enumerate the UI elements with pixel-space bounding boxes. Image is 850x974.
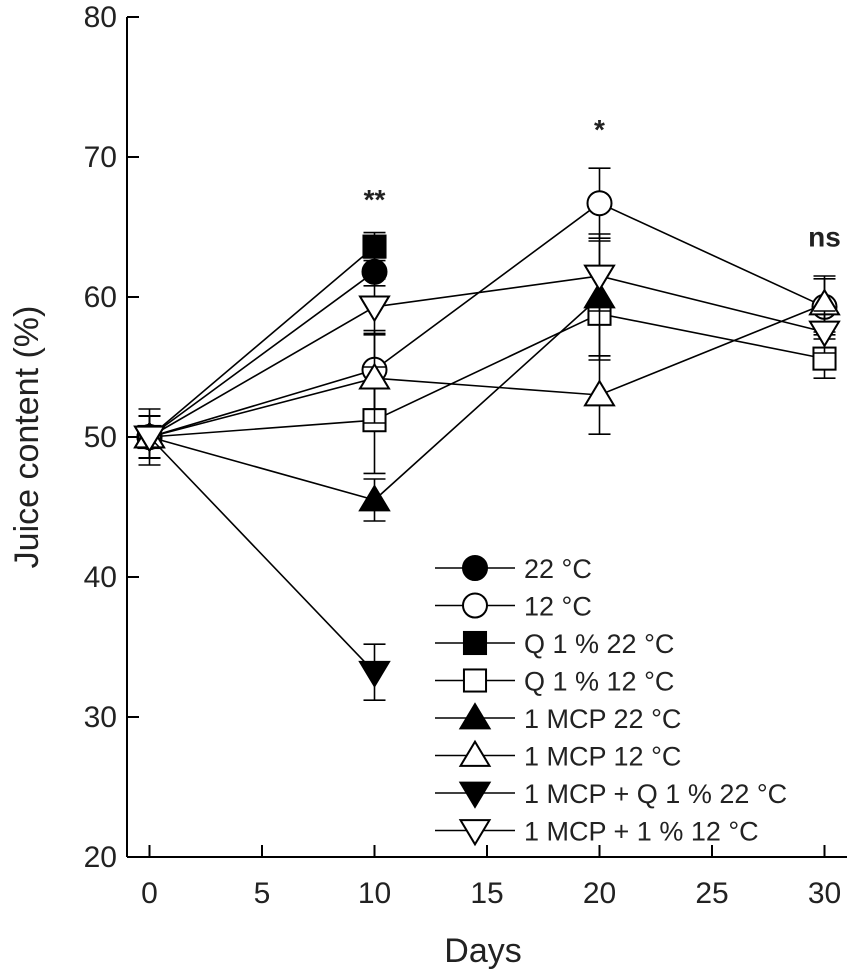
legend-entry: 1 MCP 12 °C bbox=[435, 739, 681, 772]
data-series bbox=[133, 167, 841, 702]
series-8 bbox=[133, 240, 841, 459]
legend-entry: 1 MCP + 1 % 12 °C bbox=[435, 817, 759, 847]
significance-label: ns bbox=[808, 222, 841, 253]
series-4 bbox=[137, 270, 837, 475]
series-5-point bbox=[358, 484, 391, 512]
y-tick-label: 40 bbox=[84, 561, 117, 594]
series-7-point bbox=[358, 660, 391, 688]
x-tick-label: 20 bbox=[583, 877, 616, 910]
legend-label: 1 MCP 22 °C bbox=[524, 704, 681, 734]
legend-marker bbox=[462, 630, 488, 656]
legend-entry: 1 MCP 22 °C bbox=[435, 702, 681, 734]
legend-marker bbox=[458, 781, 492, 809]
series-2 bbox=[136, 167, 838, 466]
series-8-line bbox=[149, 275, 825, 438]
legend-entry: 12 °C bbox=[435, 592, 592, 622]
series-2-line bbox=[149, 202, 825, 438]
x-tick-label: 10 bbox=[358, 877, 391, 910]
series-6-point bbox=[358, 362, 391, 390]
legend-entry: 22 °C bbox=[435, 554, 592, 584]
y-tick-label: 20 bbox=[84, 841, 117, 874]
series-8-point bbox=[358, 295, 391, 323]
x-tick-label: 25 bbox=[695, 877, 728, 910]
legend-marker bbox=[458, 819, 492, 847]
series-1-line bbox=[149, 271, 375, 438]
legend-label: Q 1 % 22 °C bbox=[524, 629, 674, 659]
y-axis-title: Juice content (%) bbox=[8, 306, 46, 569]
significance-annotations: ***ns bbox=[364, 114, 841, 253]
legend-marker bbox=[458, 739, 492, 767]
y-tick-label: 80 bbox=[84, 1, 117, 34]
legend-label: 22 °C bbox=[524, 554, 592, 584]
y-tick-label: 60 bbox=[84, 281, 117, 314]
series-8-point bbox=[583, 264, 616, 292]
series-7-line bbox=[148, 436, 376, 673]
series-6-point bbox=[583, 379, 616, 407]
series-7 bbox=[133, 415, 391, 702]
legend-entry: 1 MCP + Q 1 % 22 °C bbox=[435, 779, 787, 809]
series-6-line bbox=[149, 303, 825, 438]
legend-entry: Q 1 % 12 °C bbox=[435, 667, 674, 697]
legend-label: 1 MCP + 1 % 12 °C bbox=[524, 817, 759, 847]
series-3-point bbox=[362, 234, 387, 259]
significance-label: * bbox=[594, 114, 605, 145]
y-tick-label: 50 bbox=[84, 421, 117, 454]
series-4-line bbox=[149, 312, 825, 438]
x-tick-label: 30 bbox=[808, 877, 841, 910]
series-8-point bbox=[133, 425, 166, 453]
y-tick-label: 70 bbox=[84, 141, 117, 174]
legend-label: 1 MCP + Q 1 % 22 °C bbox=[524, 779, 787, 809]
series-3-line bbox=[148, 245, 376, 438]
significance-label: ** bbox=[364, 184, 386, 215]
legend-marker bbox=[462, 592, 488, 619]
legend-marker bbox=[458, 702, 492, 730]
x-tick-label: 5 bbox=[254, 877, 271, 910]
x-axis-title: Days bbox=[444, 932, 521, 970]
series-8-point bbox=[808, 320, 841, 348]
legend-marker bbox=[462, 668, 488, 693]
y-tick-label: 30 bbox=[84, 701, 117, 734]
legend-label: Q 1 % 12 °C bbox=[524, 667, 674, 697]
legend-entry: Q 1 % 22 °C bbox=[435, 629, 674, 659]
legend: 22 °C 12 °C Q 1 % 22 °C Q 1 % 12 °C 1 MCP 22… bbox=[435, 554, 787, 847]
legend-label: 12 °C bbox=[524, 592, 592, 622]
legend-marker bbox=[462, 555, 488, 581]
x-tick-label: 15 bbox=[470, 877, 503, 910]
axes: 20 30 40 50 60 70 80 0 5 10 15 20 25 30 bbox=[84, 1, 847, 910]
series-3 bbox=[137, 231, 387, 459]
x-tick-label: 0 bbox=[141, 877, 158, 910]
series-2-point bbox=[586, 190, 613, 217]
legend-label: 1 MCP 12 °C bbox=[524, 742, 681, 772]
